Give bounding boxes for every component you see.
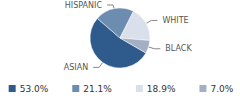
- svg-text:53.0%: 53.0%: [20, 84, 49, 94]
- svg-text:HISPANIC: HISPANIC: [65, 1, 103, 10]
- svg-text:BLACK: BLACK: [165, 44, 192, 53]
- svg-text:18.9%: 18.9%: [147, 84, 176, 94]
- svg-text:7.0%: 7.0%: [210, 84, 233, 94]
- svg-text:WHITE: WHITE: [162, 16, 188, 25]
- svg-text:ASIAN: ASIAN: [64, 63, 88, 72]
- svg-text:21.1%: 21.1%: [83, 84, 112, 94]
